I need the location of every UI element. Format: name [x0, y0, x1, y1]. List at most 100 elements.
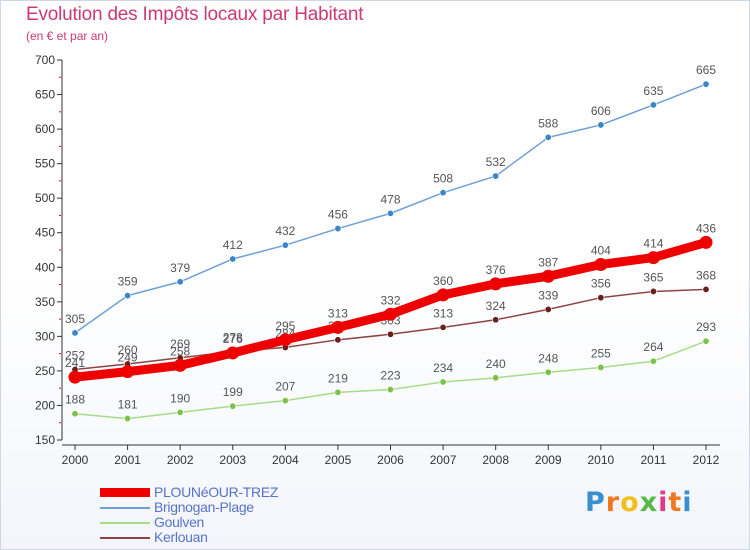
data-point: [699, 235, 713, 249]
data-point: [386, 330, 394, 338]
data-label: 665: [696, 63, 716, 77]
data-point: [71, 410, 79, 418]
data-label: 508: [433, 172, 453, 186]
data-point: [124, 292, 132, 300]
legend-swatch-kerlouan: [100, 537, 150, 539]
data-label: 436: [696, 221, 716, 235]
legend-item-plouneour-trez[interactable]: PLOUNéOUR-TREZ: [100, 484, 400, 500]
data-point: [439, 189, 447, 197]
data-label: 293: [696, 320, 716, 334]
legend-swatch-brignogan-plage: [100, 507, 150, 509]
x-tick-label: 2001: [114, 453, 141, 467]
data-label: 332: [380, 293, 400, 307]
data-label: 241: [65, 356, 85, 370]
x-tick-label: 2002: [167, 453, 194, 467]
chart-title: Evolution des Impôts locaux par Habitant: [26, 4, 364, 25]
data-label: 181: [118, 398, 138, 412]
data-label: 240: [486, 357, 506, 371]
data-label: 606: [591, 104, 611, 118]
data-label: 295: [275, 319, 295, 333]
x-tick-label: 2005: [325, 453, 352, 467]
data-point: [281, 397, 289, 405]
data-point: [176, 278, 184, 286]
data-label: 387: [538, 255, 558, 269]
y-tick-label: 350: [35, 295, 55, 309]
data-label: 532: [486, 155, 506, 169]
data-point: [176, 408, 184, 416]
data-point: [226, 346, 240, 360]
data-label: 356: [591, 277, 611, 291]
data-point: [544, 368, 552, 376]
y-tick-label: 600: [35, 122, 55, 136]
data-label: 264: [643, 340, 663, 354]
data-label: 207: [275, 380, 295, 394]
data-point: [492, 374, 500, 382]
data-point: [331, 320, 345, 334]
data-label: 379: [170, 261, 190, 275]
data-point: [68, 370, 82, 384]
data-point: [492, 172, 500, 180]
data-label: 456: [328, 208, 348, 222]
data-label: 258: [170, 344, 190, 358]
y-tick-label: 700: [35, 53, 55, 67]
data-point: [541, 269, 555, 283]
data-point: [597, 121, 605, 129]
x-tick-label: 2006: [377, 453, 404, 467]
y-tick-label: 500: [35, 191, 55, 205]
y-tick-label: 450: [35, 226, 55, 240]
data-label: 588: [538, 116, 558, 130]
data-label: 412: [223, 238, 243, 252]
data-label: 414: [643, 237, 663, 251]
data-point: [702, 80, 710, 88]
data-point: [439, 323, 447, 331]
data-point: [597, 363, 605, 371]
data-label: 432: [275, 224, 295, 238]
x-tick-label: 2003: [219, 453, 246, 467]
logo-letter: i: [682, 487, 693, 518]
legend-item-goulven[interactable]: Goulven: [100, 514, 400, 530]
data-point: [229, 402, 237, 410]
data-point: [334, 336, 342, 344]
data-label: 190: [170, 391, 190, 405]
y-tick-label: 150: [35, 433, 55, 447]
data-label: 635: [643, 84, 663, 98]
legend-item-kerlouan[interactable]: Kerlouan: [100, 529, 400, 545]
data-point: [544, 305, 552, 313]
x-tick-label: 2012: [693, 453, 720, 467]
data-point: [436, 288, 450, 302]
data-label: 248: [538, 351, 558, 365]
legend: PLOUNéOUR-TREZ Brignogan-Plage Goulven K…: [100, 484, 400, 545]
logo-letter: P: [585, 487, 606, 518]
x-tick-label: 2007: [430, 453, 457, 467]
data-label: 188: [65, 393, 85, 407]
data-label: 368: [696, 268, 716, 282]
data-label: 255: [591, 346, 611, 360]
y-tick-label: 650: [35, 88, 55, 102]
data-label: 234: [433, 361, 453, 375]
data-label: 324: [486, 299, 506, 313]
legend-label: Goulven: [154, 514, 205, 530]
data-point: [492, 316, 500, 324]
data-label: 305: [65, 312, 85, 326]
data-point: [384, 307, 397, 321]
logo-letter: r: [605, 487, 621, 518]
data-label: 478: [380, 192, 400, 206]
data-label: 278: [223, 331, 243, 345]
data-point: [334, 225, 342, 233]
data-point: [386, 386, 394, 394]
y-tick-label: 550: [35, 157, 55, 171]
x-tick-label: 2000: [62, 453, 89, 467]
data-label: 359: [118, 275, 138, 289]
logo-letter: o: [620, 487, 640, 518]
legend-item-brignogan-plage[interactable]: Brignogan-Plage: [100, 499, 400, 515]
legend-swatch-goulven: [100, 522, 150, 524]
data-point: [646, 251, 660, 265]
data-label: 269: [170, 337, 190, 351]
legend-label: Brignogan-Plage: [154, 499, 254, 515]
data-point: [121, 365, 135, 379]
data-point: [702, 285, 710, 293]
data-label: 249: [118, 351, 138, 365]
data-label: 313: [328, 306, 348, 320]
